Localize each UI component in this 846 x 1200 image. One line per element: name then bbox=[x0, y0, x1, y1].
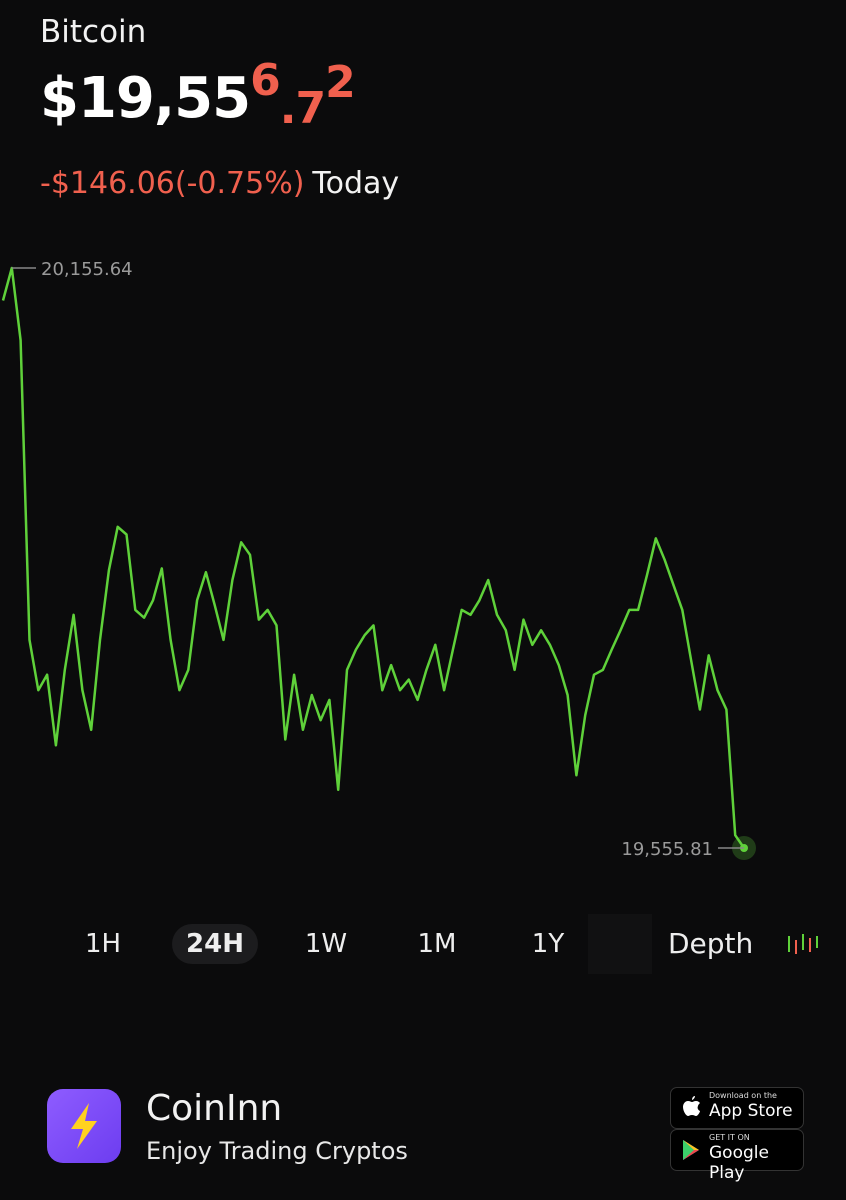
badge-small: GET IT ON bbox=[709, 1133, 750, 1142]
apple-icon bbox=[683, 1096, 700, 1116]
badge-small: Download on the bbox=[709, 1091, 777, 1100]
asset-name: Bitcoin bbox=[40, 14, 147, 50]
price-line bbox=[1, 266, 746, 849]
range-button[interactable]: 1H bbox=[84, 929, 122, 959]
period: Today bbox=[312, 166, 400, 201]
depth-button[interactable]: Depth bbox=[668, 927, 754, 960]
min-label: 19,555.81 bbox=[621, 839, 713, 860]
candle-icon[interactable] bbox=[786, 932, 820, 956]
tagline: Enjoy Trading Cryptos bbox=[146, 1137, 408, 1165]
app-store-badge[interactable]: Download on the App Store bbox=[670, 1087, 804, 1129]
range-bar: Depth 1H 24H 1W 1M 1Y bbox=[0, 914, 846, 974]
price-digit: 2 bbox=[325, 57, 356, 108]
range-button[interactable]: 1Y bbox=[531, 929, 565, 959]
play-icon bbox=[683, 1140, 699, 1160]
range-button[interactable]: 1M bbox=[417, 929, 457, 959]
google-play-badge[interactable]: GET IT ON Google Play bbox=[670, 1129, 804, 1183]
badge-large: Google Play bbox=[709, 1143, 769, 1183]
max-label: 20,155.64 bbox=[41, 259, 133, 280]
range-button[interactable]: 24H bbox=[172, 924, 258, 964]
badge-large: App Store bbox=[709, 1101, 793, 1121]
price-chart: 20,155.64 19,555.81 bbox=[1, 259, 756, 860]
bolt-icon bbox=[71, 1103, 97, 1149]
app-logo bbox=[47, 1089, 121, 1163]
price-main: $19,55 bbox=[40, 66, 251, 131]
change: -$146.06(-0.75%) Today bbox=[40, 166, 399, 201]
placeholder bbox=[588, 914, 652, 974]
brand: CoinInn bbox=[146, 1088, 283, 1129]
range-button[interactable]: 1W bbox=[304, 929, 348, 959]
change-value: -$146.06(-0.75%) bbox=[40, 166, 305, 201]
price-digit: 6 bbox=[250, 55, 281, 106]
price-digit: .7 bbox=[279, 83, 326, 134]
price: $19,556.72 bbox=[40, 55, 356, 134]
